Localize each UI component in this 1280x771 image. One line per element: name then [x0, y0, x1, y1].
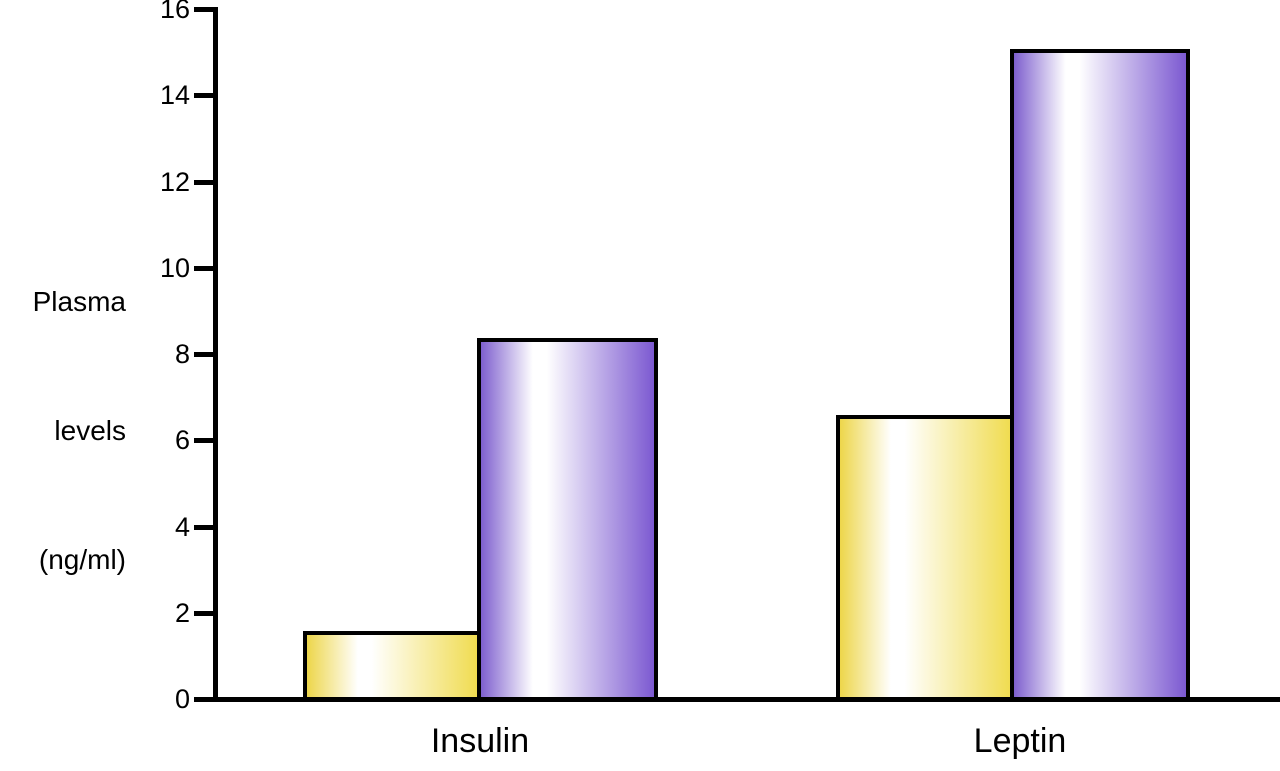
- y-axis-line: [213, 7, 218, 702]
- y-tick-mark: [194, 93, 213, 99]
- y-tick-label: 10: [159, 252, 190, 283]
- y-axis-title-line: (ng/ml): [38, 544, 126, 575]
- y-tick-mark: [194, 697, 213, 702]
- x-axis-label-insulin: Insulin: [430, 722, 530, 760]
- y-axis-title-line: levels: [54, 415, 126, 446]
- bar-leptin-yellow-series: [836, 415, 1014, 697]
- y-axis-title-line: Plasma: [32, 286, 126, 317]
- x-axis-line: [213, 697, 1280, 702]
- y-tick-label: 14: [159, 80, 190, 111]
- y-tick-label: 0: [174, 684, 190, 714]
- y-tick-label: 12: [159, 166, 190, 197]
- bar-insulin-yellow-series: [303, 630, 481, 697]
- bar-leptin-purple-series: [1010, 48, 1190, 697]
- y-tick-mark: [194, 610, 213, 616]
- y-tick-mark: [194, 265, 213, 271]
- y-tick-label: 6: [174, 425, 190, 456]
- y-tick-mark: [194, 7, 213, 12]
- y-tick-mark: [194, 438, 213, 444]
- y-axis-title: Plasma levels (ng/ml): [0, 194, 126, 667]
- bar-insulin-purple-series: [477, 337, 658, 697]
- y-tick-mark: [194, 179, 213, 185]
- x-axis-label-leptin: Leptin: [973, 722, 1067, 760]
- y-tick-label: 4: [174, 511, 190, 542]
- y-tick-mark: [194, 352, 213, 357]
- y-tick-label: 2: [174, 597, 190, 628]
- y-tick-label: 16: [159, 0, 190, 24]
- y-tick-mark: [194, 524, 213, 530]
- y-tick-label: 8: [174, 339, 190, 369]
